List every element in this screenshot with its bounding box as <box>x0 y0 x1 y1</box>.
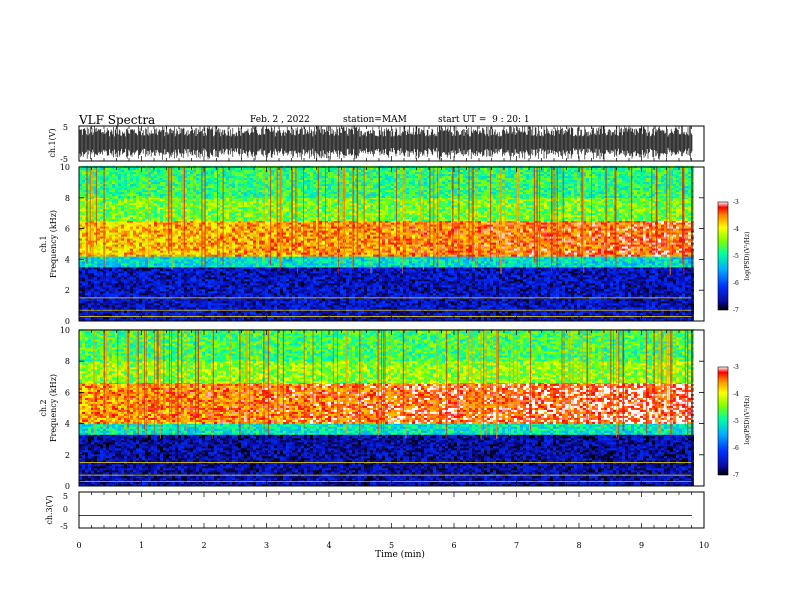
time-tick-label: 9 <box>639 541 644 550</box>
ch2-colorbar-tick: -3 <box>733 364 739 371</box>
ch3-waveform-ylabel: ch.3(V) <box>45 495 54 524</box>
ch3-ytick-5: 5 <box>63 492 68 501</box>
ch3-waveform-panel: ch.3(V) 5 0 -5 <box>45 492 704 531</box>
ch1-colorbar-tick: -3 <box>733 199 739 206</box>
ch1-colorbar-gradient <box>718 202 728 310</box>
ch1-channel-label: ch.1 <box>39 235 48 252</box>
ch1-colorbar-tick: -7 <box>733 307 739 314</box>
ch2-colorbar: -3 -4 -5 -6 -7 log(PSD)(V²/Hz) <box>718 364 751 479</box>
ch1-spectrogram-image <box>79 166 694 321</box>
ch1-ytick-label: 4 <box>65 255 70 264</box>
ch1-ytick-label: 2 <box>65 286 70 295</box>
ch2-colorbar-tick: -5 <box>733 418 739 425</box>
time-tick-label: 4 <box>326 541 331 550</box>
ch1-waveform-ylabel: ch.1(V) <box>48 128 57 157</box>
ch2-spectrogram-band-0 <box>79 434 694 486</box>
ch1-colorbar-tick: -5 <box>733 253 739 260</box>
ch2-colorbar-gradient <box>718 367 728 475</box>
ch1-colorbar-tick: -6 <box>733 280 739 287</box>
time-axis-label: Time (min) <box>375 549 425 560</box>
time-tick-label: 10 <box>699 541 709 550</box>
ch2-channel-label: ch.2 <box>39 399 48 416</box>
ch3-ytick-neg5: -5 <box>60 522 68 531</box>
ch2-colorbar-tick: -4 <box>733 391 739 398</box>
ch3-ytick-0: 0 <box>63 505 68 514</box>
time-tick-label: 0 <box>76 541 81 550</box>
ch2-ytick-label: 6 <box>65 388 70 397</box>
ch2-ytick-label: 0 <box>65 482 70 491</box>
ch1-ytick-label: 8 <box>65 194 70 203</box>
time-tick-label: 8 <box>576 541 581 550</box>
ch2-ytick-label: 10 <box>60 326 70 335</box>
ch2-colorbar-label: log(PSD)(V²/Hz) <box>744 396 751 445</box>
ch2-frequency-ylabel: Frequency (kHz) <box>49 374 58 442</box>
ch2-ytick-label: 4 <box>65 420 70 429</box>
time-tick-label: 7 <box>514 541 519 550</box>
ch2-spectrogram-panel: ch.2 Frequency (kHz) 0 2 4 6 8 10 -3 -4 -5 -6 -7 … <box>39 326 751 491</box>
ch1-colorbar: -3 -4 -5 -6 -7 log(PSD)(V²/Hz) <box>718 199 751 314</box>
ch1-ytick-5: 5 <box>63 123 68 132</box>
time-tick-label: 2 <box>201 541 206 550</box>
ch1-colorbar-tick: -4 <box>733 226 739 233</box>
time-tick-label: 3 <box>264 541 269 550</box>
time-tick-label: 1 <box>139 541 144 550</box>
ch1-colorbar-label: log(PSD)(V²/Hz) <box>744 232 751 281</box>
ch2-colorbar-tick: -6 <box>733 445 739 452</box>
ch1-spectrogram-panel: ch.1 Frequency (kHz) 0 2 4 6 8 10 -3 -4 -5 -6 -7 … <box>39 163 751 326</box>
ch1-spectrogram-band-1 <box>79 255 694 267</box>
time-tick-label: 6 <box>451 541 456 550</box>
ch1-ytick-label: 6 <box>65 225 70 234</box>
ch2-spectrogram-band-1 <box>79 423 694 435</box>
ch2-ytick-label: 8 <box>65 357 70 366</box>
ch2-spectrogram-image <box>79 329 694 486</box>
ch1-ytick-label: 0 <box>65 317 70 326</box>
ch1-frequency-ylabel: Frequency (kHz) <box>49 210 58 278</box>
time-tick-label: 5 <box>389 541 394 550</box>
ch1-ytick-label: 10 <box>60 163 70 172</box>
ch2-colorbar-tick: -7 <box>733 472 739 479</box>
ch3-waveform-frame <box>79 492 704 528</box>
ch2-ytick-label: 2 <box>65 451 70 460</box>
ch1-waveform-panel: ch.1(V) 5 -5 <box>48 123 704 164</box>
ch1-spectrogram-band-0 <box>79 267 694 321</box>
